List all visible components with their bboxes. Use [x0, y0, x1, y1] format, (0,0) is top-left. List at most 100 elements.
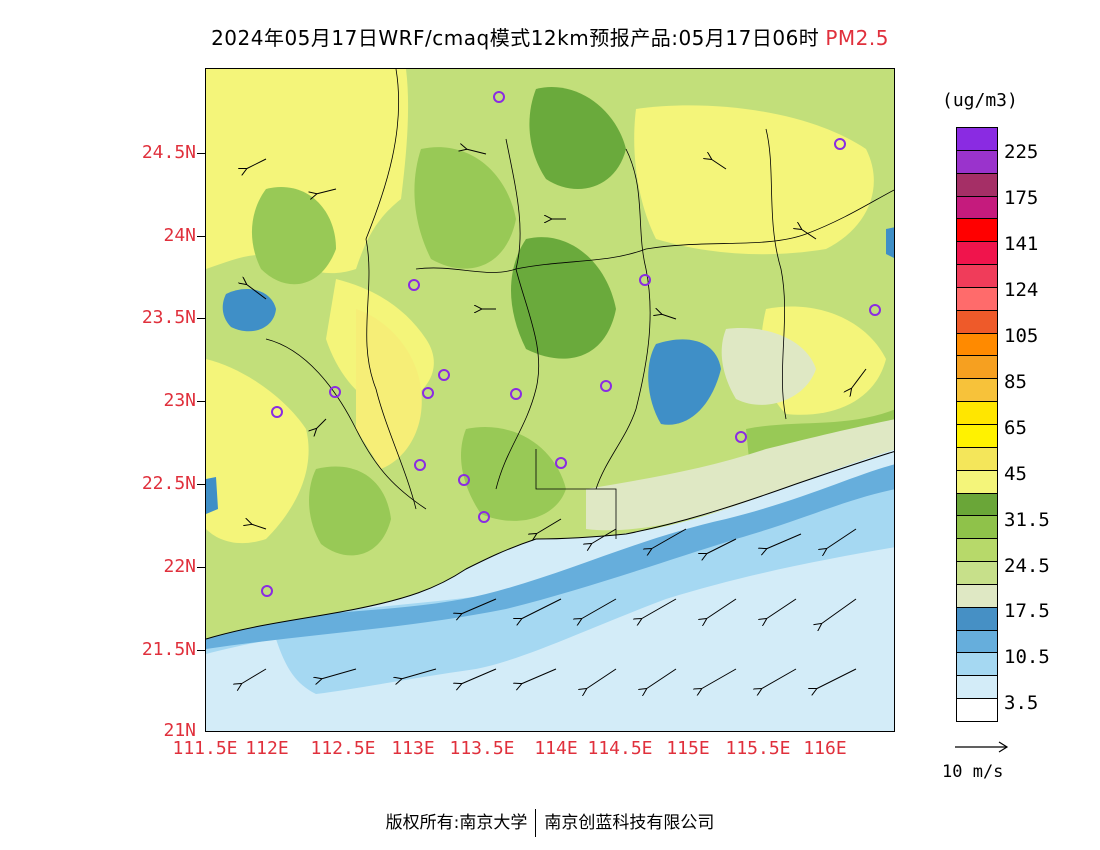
lat-tick	[197, 236, 205, 237]
station-marker	[414, 459, 426, 471]
lat-label-22N: 22N	[163, 556, 196, 577]
wind-arrow	[851, 368, 867, 389]
wind-arrow	[591, 528, 617, 544]
colorbar-swatch	[957, 332, 997, 356]
chart-title: 2024年05月17日WRF/cmaq模式12km预报产品:05月17日06时 P…	[0, 22, 1100, 51]
lat-label-23N: 23N	[163, 390, 196, 411]
title-text: 2024年05月17日WRF/cmaq模式12km预报产品:05月17日06时	[211, 26, 820, 50]
colorbar-swatch	[957, 423, 997, 447]
colorbar-swatch	[957, 264, 997, 287]
colorbar-swatch	[957, 538, 997, 562]
colorbar-label-141: 141	[1004, 233, 1039, 255]
low-spot-nw	[222, 289, 276, 332]
colorbar-swatch	[957, 172, 997, 196]
region-pale-green-coast	[586, 419, 894, 531]
colorbar-swatch	[957, 241, 997, 265]
colorbar-unit: (ug/m3)	[942, 90, 1018, 111]
colorbar-swatch	[957, 355, 997, 379]
wind-arrow	[521, 598, 562, 619]
colorbar-label-45: 45	[1004, 463, 1027, 485]
lat-tick	[197, 401, 205, 402]
lon-label-113E: 113E	[391, 738, 435, 759]
station-marker	[493, 91, 505, 103]
colorbar-label-3.5: 3.5	[1004, 692, 1039, 714]
lat-label-23.5N: 23.5N	[141, 307, 196, 328]
colorbar-label-24.5: 24.5	[1004, 555, 1050, 577]
low-spot-w-edge	[206, 477, 218, 514]
colorbar-swatch	[957, 492, 997, 516]
station-marker	[329, 386, 341, 398]
region-yellow-sw	[206, 359, 309, 544]
colorbar-swatch	[957, 629, 997, 653]
station-marker	[834, 138, 846, 150]
title-variable: PM2.5	[825, 26, 889, 50]
wind-arrow	[581, 598, 617, 619]
station-marker	[735, 431, 747, 443]
lat-label-24N: 24N	[163, 225, 196, 246]
station-marker	[438, 369, 450, 381]
wind-arrow	[766, 598, 797, 619]
region-green-mid	[414, 147, 516, 269]
lon-label-115.5E: 115.5E	[725, 738, 791, 759]
region-darkgreen-north	[529, 87, 626, 189]
wind-arrow	[711, 159, 727, 170]
colorbar-label-105: 105	[1004, 325, 1039, 347]
lon-label-113.5E: 113.5E	[449, 738, 515, 759]
footer-copyright: 版权所有:南京大学	[385, 813, 528, 833]
station-marker	[478, 511, 490, 523]
footer-company: 南京创蓝科技有限公司	[544, 813, 715, 833]
wind-arrow	[461, 668, 497, 684]
footer-divider	[535, 809, 537, 837]
colorbar-swatch	[957, 583, 997, 607]
station-marker	[422, 387, 434, 399]
lon-label-112.5E: 112.5E	[310, 738, 376, 759]
wind-arrow	[321, 668, 357, 679]
lon-label-116E: 116E	[803, 738, 847, 759]
station-marker	[600, 380, 612, 392]
colorbar-swatch	[957, 469, 997, 493]
admin-boundary-4	[595, 148, 651, 490]
region-green-delta	[461, 427, 566, 521]
lon-label-115E: 115E	[666, 738, 710, 759]
station-marker	[271, 406, 283, 418]
station-marker	[639, 274, 651, 286]
pm25-map[interactable]	[205, 68, 895, 732]
colorbar-label-31.5: 31.5	[1004, 509, 1050, 531]
low-spot-east	[648, 339, 721, 425]
wind-arrow	[816, 668, 857, 689]
station-marker	[555, 457, 567, 469]
wind-arrow	[316, 418, 327, 429]
lat-label-21N: 21N	[163, 720, 196, 741]
colorbar-swatch	[957, 218, 997, 242]
wind-arrow	[241, 668, 267, 684]
wind-arrow	[761, 668, 797, 689]
region-darkgreen-central	[511, 237, 616, 359]
admin-boundary-3	[415, 189, 894, 273]
colorbar-swatch	[957, 401, 997, 424]
colorbar-swatch	[957, 286, 997, 310]
lat-tick	[197, 318, 205, 319]
wind-arrow	[251, 524, 267, 530]
ocean-pale-band	[206, 547, 894, 731]
region-yellow-central-west	[356, 309, 422, 469]
wind-vectors	[241, 149, 867, 689]
wind-arrow	[246, 158, 267, 169]
wind-arrow	[246, 284, 267, 300]
colorbar-swatch	[957, 378, 997, 402]
lat-tick	[197, 567, 205, 568]
colorbar-swatch	[957, 606, 997, 630]
wind-reference-arrow	[955, 741, 1009, 753]
wind-arrow	[586, 668, 617, 689]
admin-boundary-6	[265, 338, 427, 510]
wind-arrow	[766, 533, 802, 549]
region-green-sw	[309, 466, 391, 556]
wind-arrow	[826, 528, 857, 549]
station-marker	[510, 388, 522, 400]
lon-label-114.5E: 114.5E	[587, 738, 653, 759]
station-marker	[458, 474, 470, 486]
colorbar-swatch	[957, 675, 997, 699]
wind-arrow	[706, 598, 737, 619]
lat-label-21.5N: 21.5N	[141, 639, 196, 660]
colorbar-label-124: 124	[1004, 279, 1039, 301]
lat-tick	[197, 650, 205, 651]
